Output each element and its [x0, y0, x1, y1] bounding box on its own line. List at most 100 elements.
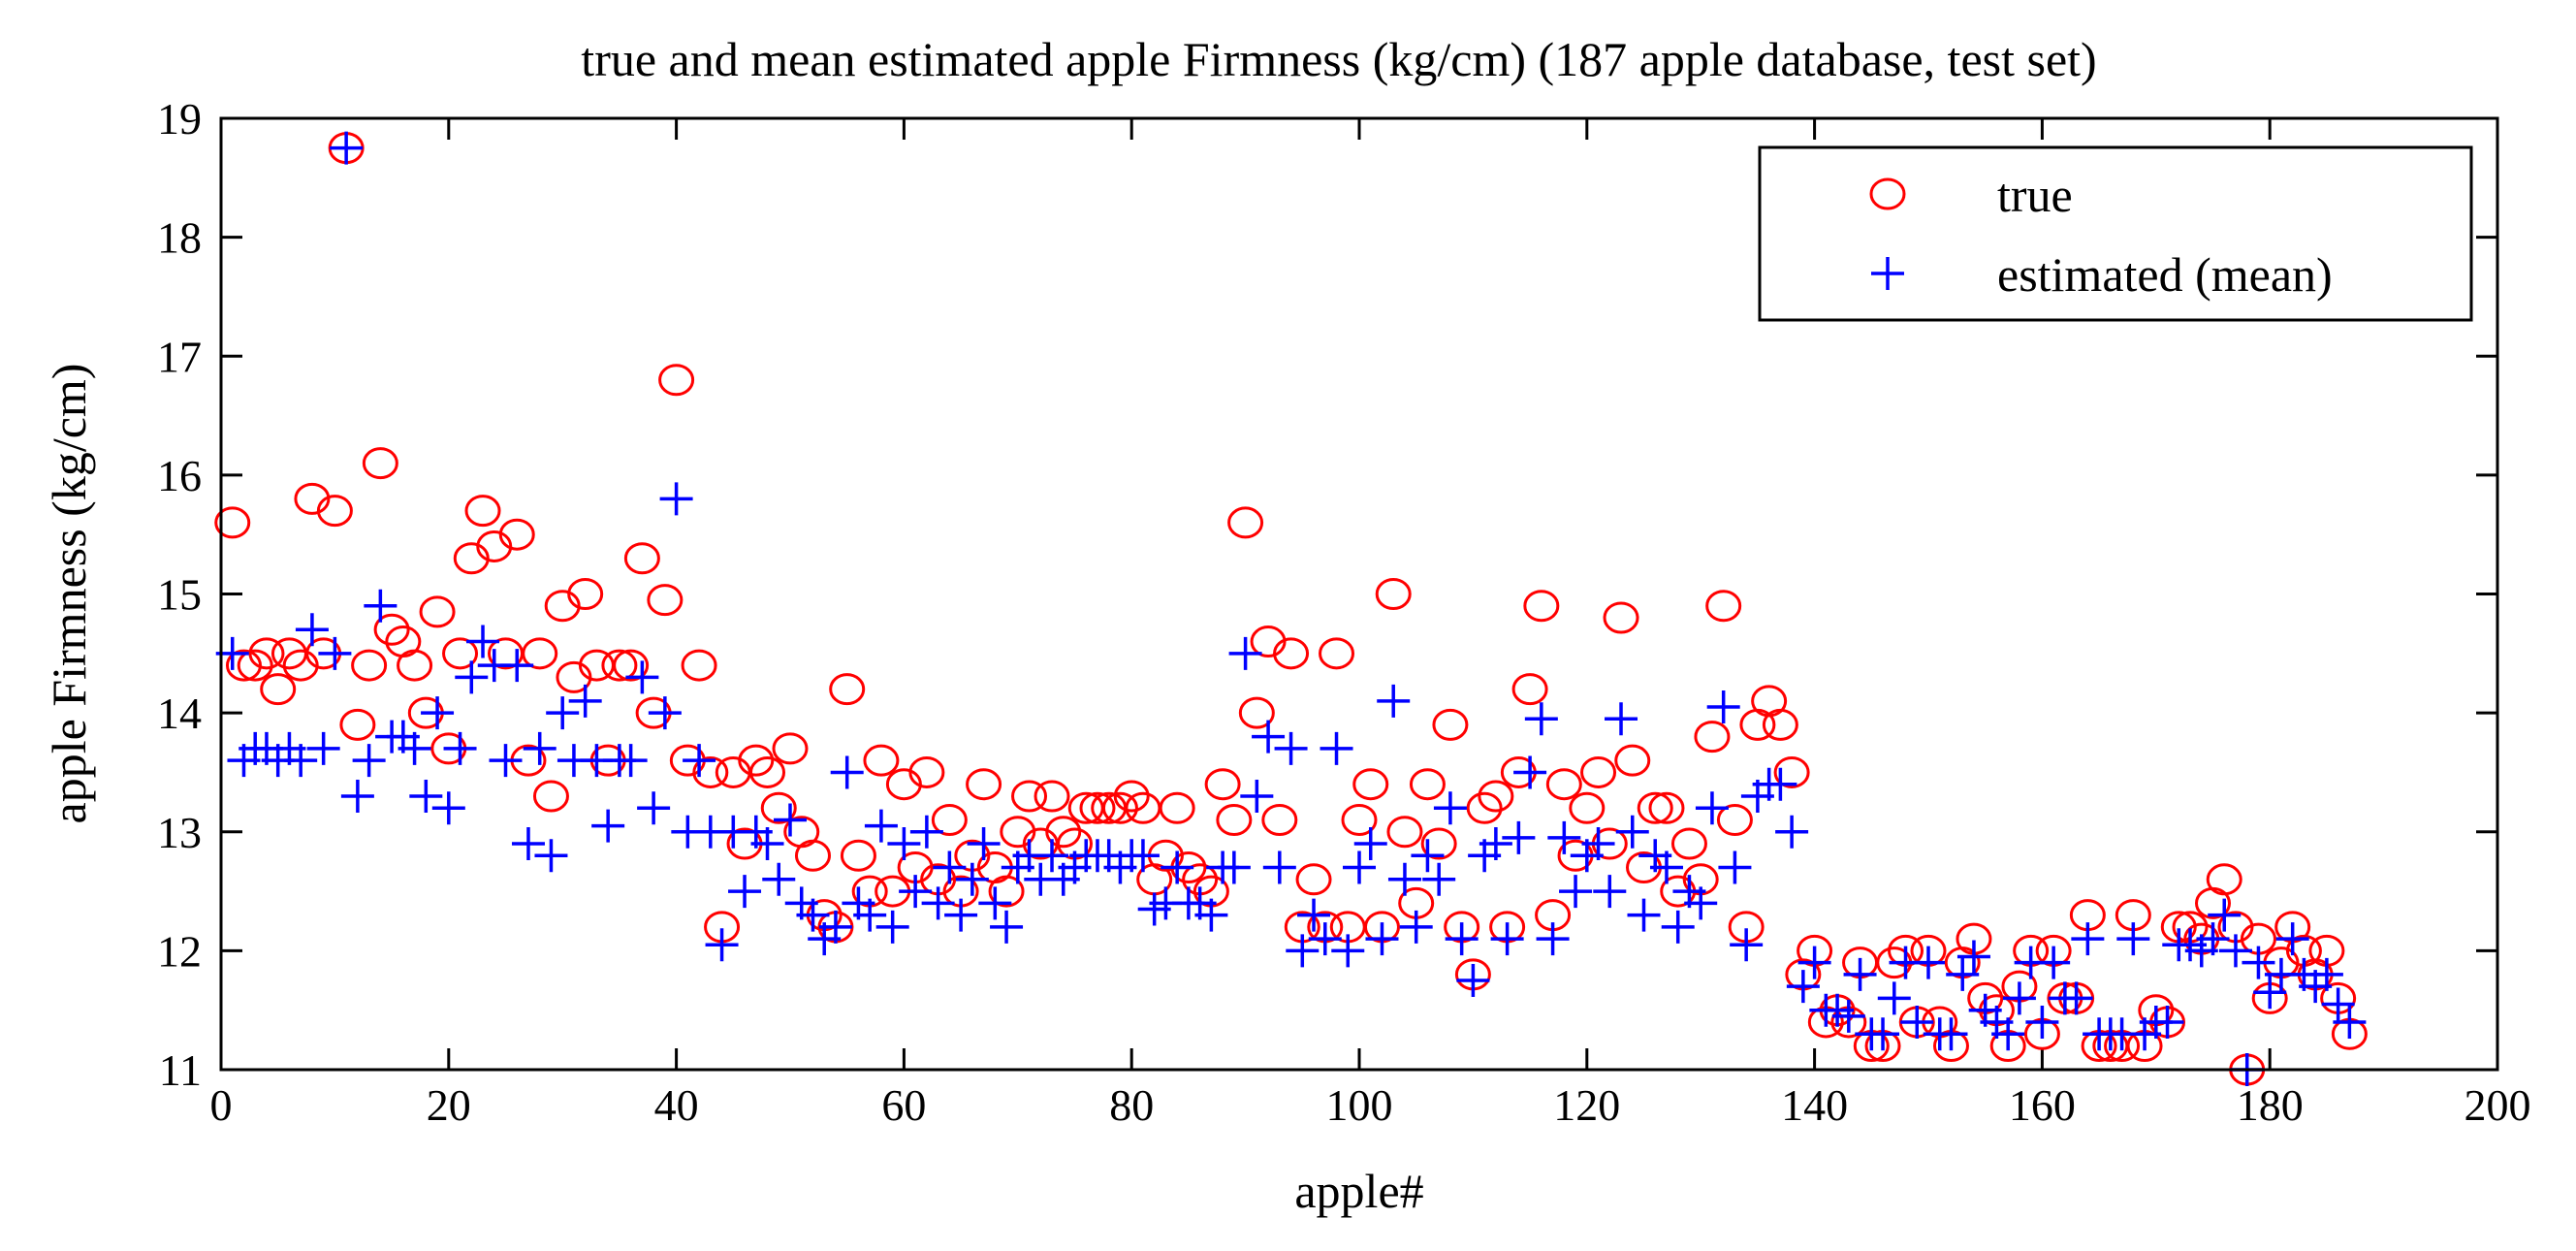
estimated-point — [1399, 910, 1433, 944]
estimated-point — [1843, 957, 1877, 991]
estimated-point — [899, 875, 933, 909]
estimated-point — [1126, 839, 1160, 873]
true-point — [1352, 768, 1389, 801]
true-point — [2206, 863, 2242, 896]
x-tick-label: 100 — [1326, 1080, 1393, 1130]
estimated-point — [306, 731, 340, 765]
estimated-point — [591, 809, 625, 843]
true-point — [966, 768, 1002, 801]
estimated-point — [1593, 875, 1627, 909]
plot-area-frame — [219, 116, 2499, 1072]
true-point — [522, 637, 558, 670]
estimated-point — [1240, 779, 1274, 813]
estimated-point — [2071, 922, 2105, 956]
true-point — [498, 518, 535, 551]
estimated-point — [1377, 684, 1411, 718]
true-point — [1648, 791, 1685, 824]
estimated-point — [2037, 946, 2071, 979]
true-point — [613, 649, 650, 682]
estimated-point — [944, 898, 978, 932]
estimated-point — [330, 131, 364, 165]
true-point — [1773, 755, 1810, 788]
estimated-point — [1956, 940, 1990, 974]
true-point — [1569, 791, 1606, 824]
true-point — [840, 839, 876, 872]
true-point — [863, 744, 900, 777]
estimated-point — [648, 696, 682, 730]
true-point — [1420, 827, 1457, 860]
true-point — [442, 637, 479, 670]
true-point — [1670, 827, 1707, 860]
estimated-point — [1649, 850, 1683, 884]
estimated-point — [1331, 934, 1365, 968]
true-point — [453, 542, 490, 575]
estimated-point — [511, 827, 545, 861]
estimated-point — [2116, 922, 2150, 956]
true-point — [464, 495, 501, 528]
true-point — [1227, 506, 1264, 539]
true-point — [1216, 803, 1253, 836]
true-point — [647, 584, 684, 617]
estimated-point — [1286, 934, 1320, 968]
true-point — [931, 803, 968, 836]
estimated-point — [921, 886, 955, 920]
estimated-point — [1297, 898, 1331, 932]
true-point — [351, 649, 388, 682]
estimated-point — [1764, 767, 1797, 801]
estimated-point — [318, 636, 352, 670]
true-point — [1637, 791, 1673, 824]
y-tick-label: 17 — [157, 332, 202, 381]
y-tick-label: 19 — [157, 94, 202, 144]
true-point — [1011, 780, 1048, 813]
estimated-point — [1559, 875, 1593, 909]
true-point — [908, 755, 945, 788]
estimated-point — [2025, 1005, 2059, 1039]
estimated-point — [2333, 1005, 2367, 1039]
true-point — [738, 744, 775, 777]
estimated-point — [1433, 791, 1467, 825]
true-point — [1386, 816, 1423, 849]
estimated-point — [2321, 987, 2355, 1021]
estimated-point — [2242, 946, 2275, 979]
estimated-point — [2002, 981, 2036, 1015]
y-tick-label: 13 — [157, 808, 202, 857]
true-point — [623, 542, 660, 575]
estimated-point — [659, 482, 693, 516]
estimated-point — [284, 744, 318, 778]
estimated-point — [990, 910, 1024, 944]
estimated-point — [750, 827, 784, 861]
x-tick-label: 20 — [427, 1080, 471, 1130]
estimated-point — [1387, 862, 1421, 896]
chart-title: true and mean estimated apple Firmness (… — [581, 32, 2096, 86]
true-point — [294, 482, 331, 515]
true-point — [885, 768, 922, 801]
true-point — [476, 529, 513, 562]
estimated-point — [1228, 636, 1262, 670]
estimated-point — [1217, 850, 1251, 884]
estimated-point — [1411, 839, 1445, 873]
true-point — [419, 595, 456, 628]
axis-ticks: 0 20 40 60 80 100 120 140 160 180 200 11 12 13 14 15 16 1… — [157, 94, 2531, 1130]
true-point — [681, 649, 717, 682]
estimated-point — [466, 625, 500, 658]
true-point — [760, 791, 797, 824]
true-point — [1409, 768, 1446, 801]
y-axis-label: apple Firmness (kg/cm) — [42, 364, 96, 824]
x-tick-label: 60 — [881, 1080, 926, 1130]
estimated-point — [774, 803, 807, 837]
true-point — [282, 649, 319, 682]
true-point — [1034, 780, 1070, 813]
estimated-point — [1912, 946, 1945, 979]
estimated-point — [1035, 839, 1069, 873]
data-marks — [214, 131, 2368, 1086]
estimated-point — [2150, 1005, 2184, 1039]
true-point — [1511, 673, 1548, 706]
y-tick-label: 15 — [157, 570, 202, 620]
true-point — [1238, 696, 1275, 729]
estimated-point — [1730, 928, 1764, 962]
estimated-point — [1831, 999, 1865, 1033]
true-point — [1716, 803, 1753, 836]
true-point — [1545, 768, 1582, 801]
estimated-point — [2208, 898, 2242, 932]
